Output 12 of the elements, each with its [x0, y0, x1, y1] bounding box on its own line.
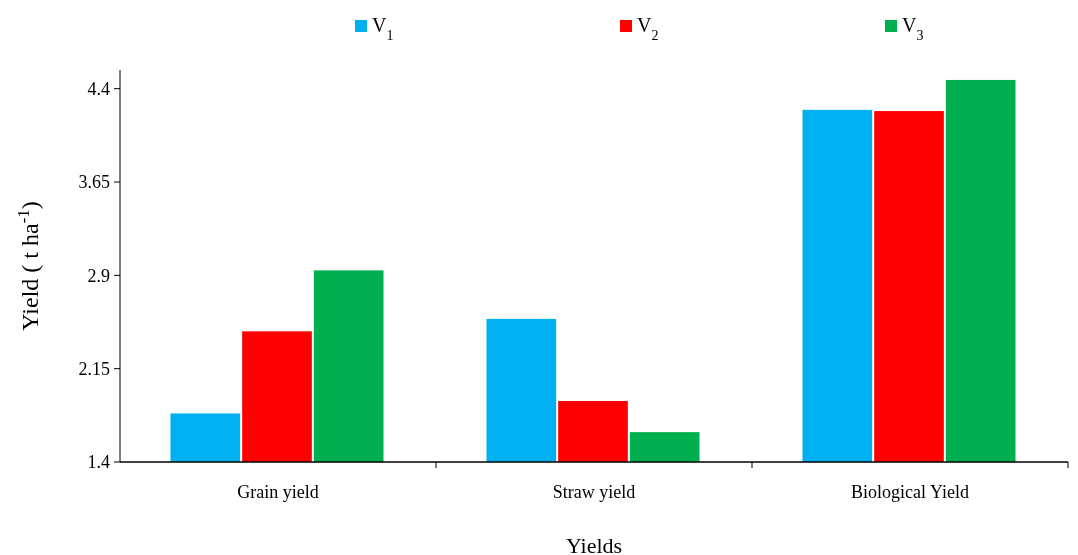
x-axis-title: Yields — [565, 533, 623, 555]
y-tick-label: 4.4 — [87, 78, 110, 99]
x-tick-label: Straw yield — [552, 482, 636, 502]
legend-label: V$_{1}$ — [372, 14, 394, 43]
y-tick-label: 1.4 — [87, 452, 110, 473]
y-tick-label: 3.65 — [78, 172, 110, 193]
legend-label: V$_{3}$ — [902, 14, 924, 43]
legend-label: V$_{2}$ — [637, 14, 659, 43]
y-tick-label: 2.15 — [78, 358, 110, 379]
y-tick-label: 2.9 — [87, 265, 110, 286]
x-tick-label: Biological Yield — [851, 482, 969, 502]
x-tick-label: Grain yield — [237, 482, 319, 502]
